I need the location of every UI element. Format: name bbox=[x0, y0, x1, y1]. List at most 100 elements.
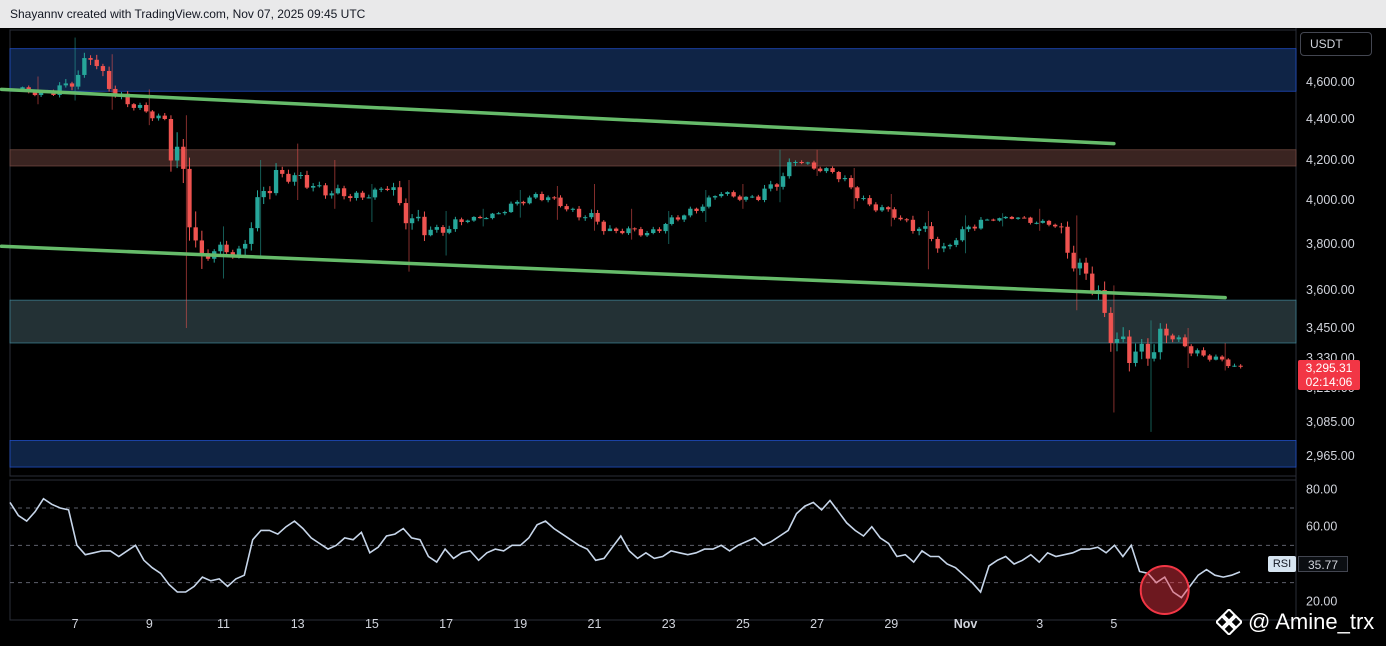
candle-body-168 bbox=[1059, 226, 1064, 228]
candle-body-38 bbox=[255, 197, 260, 229]
candle-body-176 bbox=[1108, 312, 1113, 343]
candle-body-148 bbox=[935, 238, 940, 249]
candle-body-15 bbox=[113, 88, 118, 96]
candle-body-106 bbox=[675, 217, 681, 220]
watermark: @ Amine_trx bbox=[1216, 608, 1374, 636]
candle-body-123 bbox=[780, 176, 786, 187]
candle-body-175 bbox=[1102, 290, 1107, 313]
x-tick-label-14: 5 bbox=[1110, 617, 1117, 631]
candle-body-182 bbox=[1145, 343, 1151, 359]
x-tick-label-5: 17 bbox=[439, 617, 453, 631]
candle-body-127 bbox=[805, 162, 810, 164]
candle-body-160 bbox=[1009, 216, 1015, 219]
candle-body-171 bbox=[1077, 262, 1083, 269]
candle-body-112 bbox=[712, 196, 718, 198]
candle-body-64 bbox=[416, 216, 421, 219]
x-tick-label-11: 29 bbox=[884, 617, 898, 631]
candle-countdown: 02:14:06 bbox=[1305, 375, 1353, 389]
candle-body-162 bbox=[1022, 217, 1027, 219]
zone-supply-1 bbox=[9, 149, 1297, 167]
candle-body-143 bbox=[904, 219, 909, 221]
candle-body-161 bbox=[1015, 217, 1021, 219]
candle-body-142 bbox=[898, 217, 903, 220]
candle-body-69 bbox=[447, 229, 452, 233]
candle-body-196 bbox=[1232, 365, 1237, 367]
candle-body-71 bbox=[459, 219, 464, 222]
zone-demand-3 bbox=[9, 440, 1297, 468]
candle-body-173 bbox=[1090, 273, 1095, 293]
candle-body-84 bbox=[539, 194, 545, 201]
candle-body-88 bbox=[564, 206, 569, 210]
candle-body-52 bbox=[341, 188, 347, 197]
candle-body-118 bbox=[750, 196, 755, 198]
candle-body-134 bbox=[848, 178, 854, 188]
candle-body-147 bbox=[929, 226, 934, 239]
candle-body-8 bbox=[69, 83, 75, 87]
candle-body-153 bbox=[966, 226, 971, 230]
x-tick-label-3: 13 bbox=[291, 617, 305, 631]
candle-body-181 bbox=[1139, 343, 1144, 352]
candle-body-100 bbox=[638, 229, 644, 236]
candle-body-119 bbox=[756, 196, 761, 200]
candle-body-83 bbox=[533, 194, 538, 198]
candle-body-6 bbox=[57, 85, 62, 95]
candle-body-2 bbox=[32, 92, 38, 96]
candle-body-43 bbox=[286, 173, 291, 182]
candle-body-80 bbox=[515, 201, 520, 204]
rsi-tick-label-1: 60.00 bbox=[1306, 520, 1337, 534]
candle-body-57 bbox=[372, 189, 378, 198]
candle-body-111 bbox=[706, 197, 712, 207]
candle-body-7 bbox=[63, 83, 68, 86]
price-chart[interactable]: 4,600.00 4,400.00 4,200.00 4,000.00 3,800.00… bbox=[0, 28, 1386, 646]
candle-body-124 bbox=[787, 162, 792, 177]
candle-body-44 bbox=[292, 175, 297, 182]
candle-body-37 bbox=[249, 228, 254, 244]
candle-body-81 bbox=[521, 201, 526, 204]
candle-body-85 bbox=[545, 197, 551, 201]
candle-body-116 bbox=[737, 196, 742, 200]
candle-body-39 bbox=[261, 190, 266, 198]
candle-body-41 bbox=[273, 170, 279, 194]
diamond-logo-icon bbox=[1216, 609, 1242, 635]
candle-body-133 bbox=[842, 178, 848, 180]
price-pane-frame bbox=[9, 29, 1297, 477]
candle-body-139 bbox=[879, 207, 885, 211]
candle-body-89 bbox=[570, 208, 576, 210]
candle-body-28 bbox=[193, 227, 198, 241]
candle-body-186 bbox=[1170, 335, 1175, 340]
candle-body-194 bbox=[1219, 356, 1225, 360]
x-tick-label-4: 15 bbox=[365, 617, 379, 631]
candle-body-109 bbox=[694, 208, 699, 211]
candle-body-195 bbox=[1226, 359, 1231, 367]
candle-body-76 bbox=[490, 213, 495, 219]
candle-body-137 bbox=[867, 198, 872, 205]
price-tick-label-1: 4,400.00 bbox=[1306, 112, 1355, 126]
candle-body-21 bbox=[150, 111, 155, 119]
candle-body-10 bbox=[82, 58, 87, 75]
candle-body-169 bbox=[1065, 226, 1070, 253]
candle-body-94 bbox=[601, 221, 606, 232]
candle-body-163 bbox=[1028, 217, 1033, 223]
candle-body-156 bbox=[984, 219, 990, 221]
candle-body-73 bbox=[471, 216, 477, 221]
attribution-text: Shayannv created with TradingView.com, N… bbox=[10, 7, 366, 21]
candle-body-46 bbox=[304, 174, 310, 188]
candle-body-74 bbox=[477, 216, 483, 219]
candle-body-159 bbox=[1003, 216, 1008, 219]
candle-body-185 bbox=[1164, 328, 1169, 336]
candle-body-0 bbox=[20, 87, 25, 90]
currency-badge[interactable]: USDT bbox=[1300, 32, 1372, 56]
candle-body-92 bbox=[589, 212, 594, 218]
candle-body-125 bbox=[793, 162, 798, 163]
last-price-value: 3,295.31 bbox=[1305, 361, 1353, 375]
candle-body-155 bbox=[978, 219, 984, 229]
candle-body-151 bbox=[954, 240, 959, 245]
rsi-highlight-circle bbox=[1139, 565, 1190, 615]
candle-body-24 bbox=[168, 119, 174, 161]
watermark-text: @ Amine_trx bbox=[1248, 609, 1375, 634]
candle-body-98 bbox=[626, 228, 631, 234]
candle-body-79 bbox=[508, 203, 514, 213]
price-tick-label-4: 3,800.00 bbox=[1306, 237, 1355, 251]
candle-body-197 bbox=[1238, 365, 1243, 367]
candle-body-146 bbox=[923, 226, 928, 229]
